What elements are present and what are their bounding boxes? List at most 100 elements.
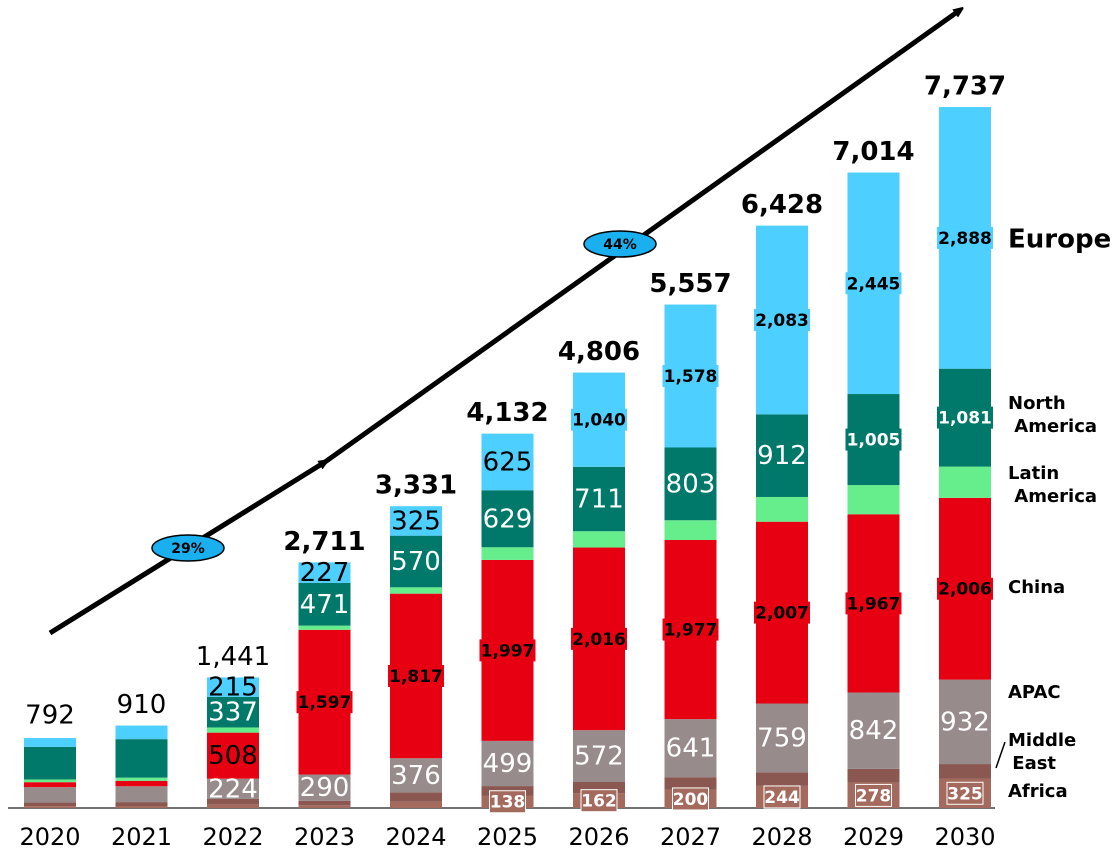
total-label: 4,806 <box>558 337 640 367</box>
bar-segment <box>298 805 351 808</box>
label-box <box>662 618 719 641</box>
annotation: 44% <box>603 237 637 253</box>
x-tick-label: 2021 <box>111 823 172 851</box>
value-label: 641 <box>666 734 716 764</box>
bar-segment <box>756 414 808 497</box>
bar-segment <box>481 547 534 560</box>
value-label: 162 <box>581 792 617 812</box>
bar-segment <box>207 677 259 697</box>
bar-segment <box>24 746 76 780</box>
bar-segment <box>207 727 259 733</box>
bar-segment <box>207 732 259 779</box>
bar-segment <box>664 520 717 541</box>
label-box <box>937 406 993 429</box>
bar-segment <box>24 782 76 788</box>
bar-segment <box>24 787 76 803</box>
label-box <box>479 639 536 662</box>
value-label: 2,445 <box>847 274 901 294</box>
label-box <box>763 785 801 809</box>
value-label: 1,967 <box>847 594 901 614</box>
bar-segment <box>756 703 808 773</box>
bar-segment <box>939 466 991 498</box>
legend-label: China <box>1008 577 1065 598</box>
bar-segment <box>298 800 351 806</box>
x-tick-label: 2020 <box>19 823 80 851</box>
bar-segment <box>756 772 808 786</box>
x-tick-label: 2027 <box>660 823 721 851</box>
label-box <box>855 783 892 807</box>
value-label: 227 <box>300 558 350 588</box>
label-box <box>571 627 627 650</box>
legend-label: Latin America <box>1008 463 1097 507</box>
label-box <box>388 664 444 687</box>
bar-segment <box>298 582 351 626</box>
bar-segment <box>390 792 442 802</box>
label-box <box>754 308 810 331</box>
value-label: 1,817 <box>389 667 443 687</box>
bar-segment <box>24 779 76 783</box>
bar-segment <box>390 506 442 536</box>
label-box <box>571 408 627 431</box>
bar-segment <box>207 798 259 805</box>
value-label: 932 <box>940 707 990 737</box>
value-label: 912 <box>757 441 807 471</box>
total-label: 3,331 <box>375 471 457 501</box>
value-label: 2,083 <box>755 311 809 331</box>
bar-segment <box>481 490 534 548</box>
legend-label: Europe <box>1008 225 1111 255</box>
total-label: 5,557 <box>649 269 731 299</box>
value-label: 376 <box>391 761 441 791</box>
label-box <box>937 577 993 600</box>
value-label: 508 <box>208 741 258 771</box>
value-label: 1,977 <box>664 621 718 641</box>
bar-segment <box>664 719 717 778</box>
value-label: 290 <box>300 773 350 803</box>
label-box <box>489 790 526 814</box>
value-label: 244 <box>764 788 800 808</box>
bar-segment <box>115 777 168 781</box>
value-label: 1,578 <box>664 367 718 387</box>
bar-segment <box>115 806 168 808</box>
x-tick-label: 2024 <box>385 823 446 851</box>
label-box <box>845 428 902 451</box>
bar-segment <box>115 725 168 740</box>
annotation-bubble <box>583 230 657 258</box>
bar-segment <box>664 777 717 790</box>
annotation: 29% <box>171 541 205 557</box>
label-box <box>845 592 902 615</box>
x-tick-label: 2028 <box>751 823 812 851</box>
value-label: 625 <box>483 447 533 477</box>
total-label: 7,737 <box>924 72 1006 102</box>
value-label: 629 <box>483 504 533 534</box>
value-label: 215 <box>208 673 258 703</box>
x-tick-label: 2029 <box>843 823 904 851</box>
x-tick-label: 2022 <box>202 823 263 851</box>
bar-segment <box>390 758 442 793</box>
total-label: 792 <box>25 701 75 731</box>
bar-segment <box>573 466 625 532</box>
bar-segment <box>115 739 168 778</box>
total-label: 4,132 <box>466 398 548 428</box>
bar-segment <box>573 531 625 548</box>
legend-label: Middle East <box>1006 730 1076 774</box>
label-box <box>754 601 810 624</box>
total-label: 2,711 <box>283 527 365 557</box>
bar-segment <box>481 433 534 491</box>
value-label: 2,006 <box>938 580 992 600</box>
x-tick-label: 2030 <box>934 823 995 851</box>
value-label: 325 <box>947 784 983 804</box>
bar-segment <box>390 535 442 588</box>
value-label: 224 <box>208 774 258 804</box>
bar-segment <box>573 730 625 782</box>
bar-segment <box>390 587 442 594</box>
bar-segment <box>573 781 625 794</box>
value-label: 2,888 <box>938 229 992 249</box>
bar-segment <box>207 804 259 808</box>
label-box <box>580 789 618 813</box>
label-box <box>946 781 984 805</box>
leader-line <box>995 741 1006 769</box>
bar-segment <box>207 778 259 799</box>
label-box <box>296 691 353 714</box>
value-label: 2,007 <box>755 604 809 624</box>
